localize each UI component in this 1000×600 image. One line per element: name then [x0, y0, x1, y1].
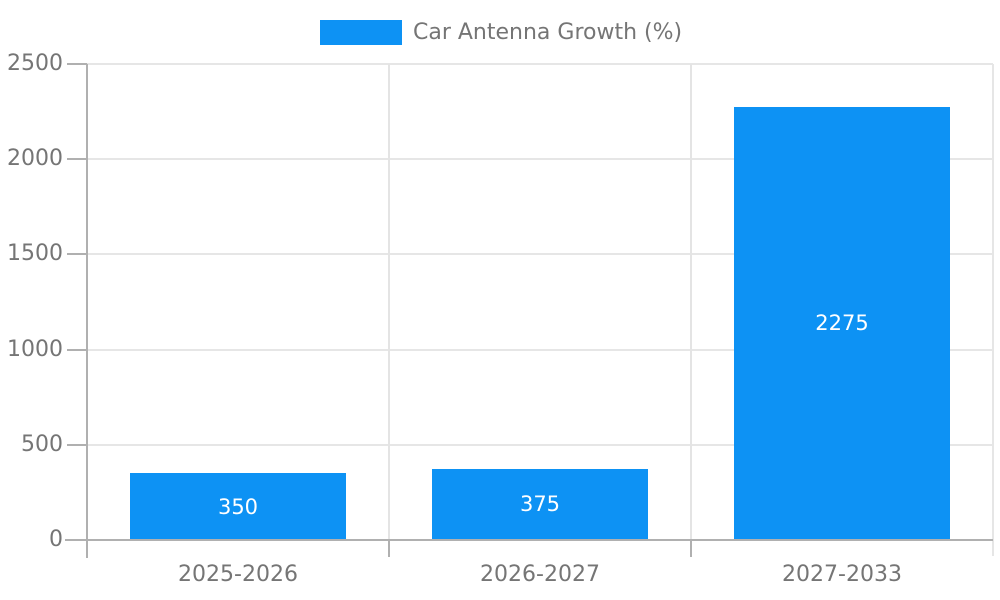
gridline-y-1500: [87, 253, 993, 256]
bar-2027-2033: 2275: [734, 106, 950, 540]
y-tick-500: [67, 443, 87, 446]
bar-value-label: 350: [217, 494, 259, 519]
gridline-y-500: [87, 443, 993, 446]
bar-2026-2027: 375: [432, 468, 648, 540]
legend-swatch: [320, 20, 402, 45]
legend-label: Car Antenna Growth (%): [413, 20, 683, 45]
gridline-x-boundary: [690, 64, 692, 540]
x-axis-label-2025-2026: 2025-2026: [178, 562, 298, 587]
y-tick-1000: [67, 348, 87, 351]
y-axis-line: [86, 64, 88, 558]
x-axis-label-2027-2033: 2027-2033: [782, 562, 902, 587]
gridline-x-boundary: [388, 64, 390, 540]
y-axis-label-1000: 1000: [7, 336, 63, 362]
legend: Car Antenna Growth (%): [320, 20, 682, 45]
y-tick-1500: [67, 253, 87, 256]
gridline-y-2000: [87, 158, 993, 161]
y-axis-label-500: 500: [21, 431, 63, 457]
y-tick-2000: [67, 158, 87, 161]
x-tick-boundary: [388, 540, 390, 557]
gridline-y-2500: [87, 63, 993, 65]
gridline-y-1000: [87, 348, 993, 351]
y-axis-label-0: 0: [49, 527, 63, 552]
y-axis-label-2000: 2000: [7, 146, 63, 172]
plot-frame-right: [992, 64, 994, 556]
bar-value-label: 2275: [815, 311, 869, 336]
y-tick-2500: [67, 63, 87, 65]
x-axis-baseline: [65, 539, 993, 541]
x-tick-boundary: [690, 540, 692, 557]
bar-value-label: 375: [519, 492, 561, 517]
x-axis-label-2026-2027: 2026-2027: [480, 562, 600, 587]
bar-2025-2026: 350: [130, 473, 346, 540]
y-axis-label-2500: 2500: [7, 51, 63, 76]
y-axis-label-1500: 1500: [7, 241, 63, 267]
